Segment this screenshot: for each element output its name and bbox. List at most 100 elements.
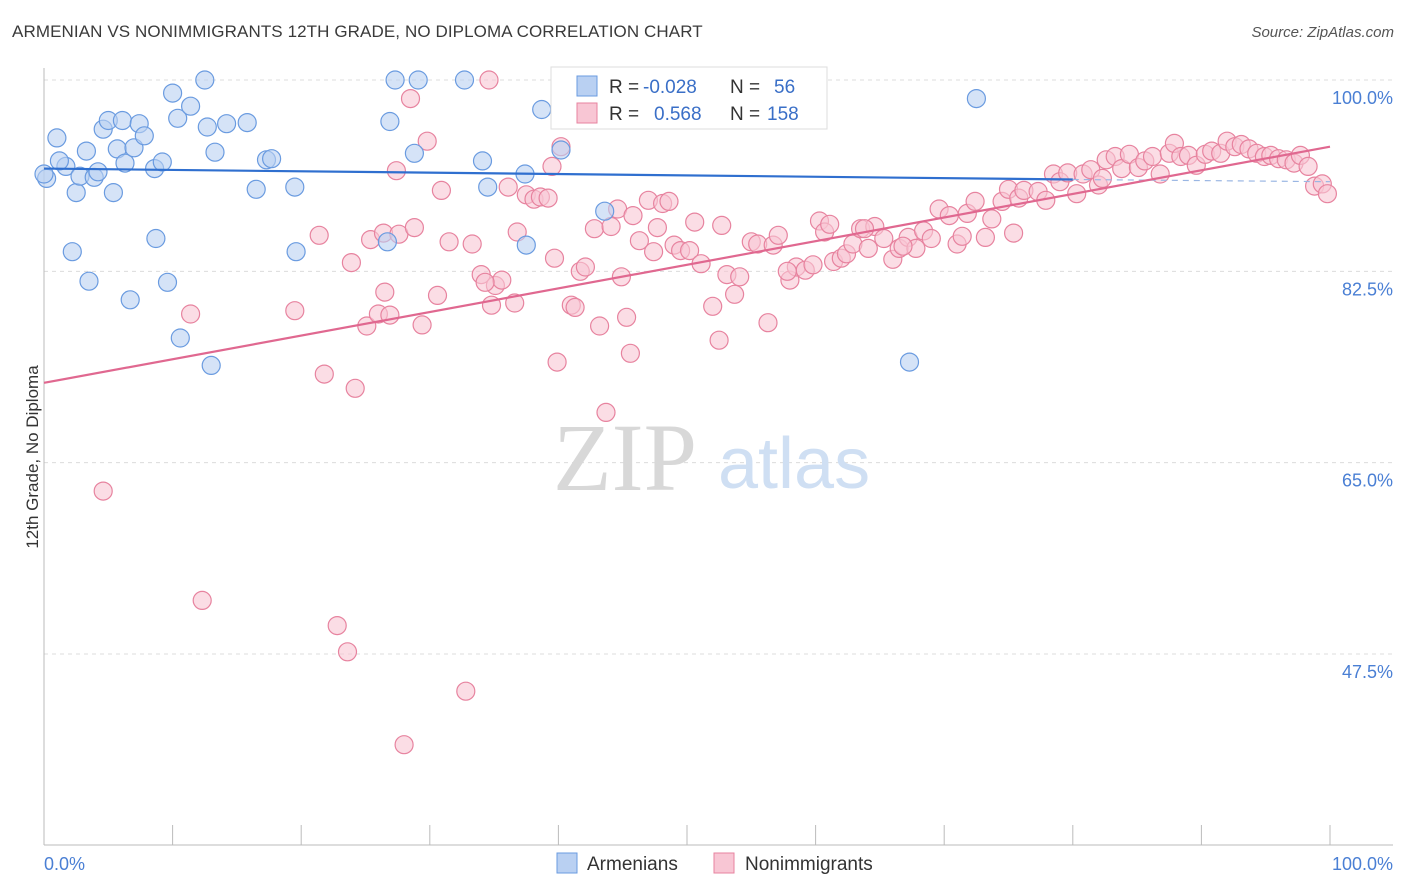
data-point bbox=[456, 681, 476, 701]
data-point bbox=[595, 201, 615, 221]
data-point bbox=[544, 248, 565, 268]
data-point bbox=[777, 261, 797, 281]
data-point bbox=[170, 328, 190, 348]
data-point bbox=[262, 149, 282, 169]
data-point bbox=[285, 177, 305, 197]
data-point bbox=[427, 285, 448, 305]
data-point bbox=[498, 177, 518, 197]
data-point bbox=[712, 215, 732, 235]
stats-legend: R = -0.028 N = 56 R = 0.568 N = 158 bbox=[550, 66, 828, 130]
data-point bbox=[1003, 223, 1024, 243]
data-point bbox=[620, 343, 641, 363]
data-point bbox=[404, 143, 424, 163]
x-tick-labels: 0.0% 100.0% bbox=[44, 854, 1393, 874]
legend-label-nonimmigrants: Nonimmigrants bbox=[745, 854, 873, 875]
trend-lines bbox=[43, 145, 1331, 384]
data-point bbox=[1142, 146, 1163, 167]
data-point bbox=[314, 364, 334, 384]
data-point bbox=[417, 131, 437, 151]
data-point bbox=[584, 219, 605, 239]
data-point bbox=[1298, 156, 1318, 176]
stats-r-label-nonimmigrants: R = bbox=[609, 104, 639, 125]
data-point bbox=[412, 315, 432, 335]
stats-swatch-nonimmigrants bbox=[576, 102, 598, 124]
legend-label-armenians: Armenians bbox=[587, 854, 678, 875]
data-point bbox=[975, 227, 996, 247]
data-point bbox=[285, 301, 305, 321]
data-point bbox=[62, 242, 82, 262]
stats-r-label-armenians: R = bbox=[609, 77, 639, 98]
chart-title: ARMENIAN VS NONIMMIGRANTS 12TH GRADE, NO… bbox=[12, 22, 703, 41]
data-point bbox=[768, 225, 788, 245]
data-point bbox=[542, 156, 562, 176]
x-tick-label-right: 100.0% bbox=[1332, 854, 1393, 874]
data-point bbox=[952, 226, 972, 246]
data-point bbox=[724, 284, 745, 304]
watermark: ZIP atlas bbox=[553, 404, 870, 511]
data-point bbox=[286, 242, 306, 262]
data-point bbox=[532, 99, 552, 120]
stats-r-value-armenians: -0.028 bbox=[643, 77, 697, 98]
stats-r-value-nonimmigrants: 0.568 bbox=[654, 104, 702, 125]
stats-n-label-armenians: N = bbox=[730, 77, 760, 98]
y-tick-label: 47.5% bbox=[1342, 662, 1393, 682]
data-point bbox=[386, 161, 406, 181]
data-point bbox=[874, 228, 894, 249]
data-point bbox=[341, 253, 361, 273]
data-point bbox=[803, 255, 823, 275]
data-point bbox=[589, 316, 610, 336]
data-point bbox=[596, 402, 616, 422]
data-point bbox=[899, 352, 920, 372]
data-point bbox=[217, 114, 237, 134]
data-point bbox=[643, 242, 664, 262]
y-axis-title: 12th Grade, No Diploma bbox=[23, 365, 42, 549]
data-point bbox=[505, 293, 525, 313]
data-point bbox=[380, 111, 400, 132]
stats-n-label-nonimmigrants: N = bbox=[730, 104, 760, 125]
data-point bbox=[201, 355, 221, 375]
data-point bbox=[205, 142, 225, 162]
data-point bbox=[152, 152, 172, 172]
data-point bbox=[538, 188, 558, 208]
data-point bbox=[454, 70, 475, 90]
data-point bbox=[76, 141, 97, 161]
data-point bbox=[47, 128, 67, 148]
data-point bbox=[337, 642, 358, 662]
data-point bbox=[112, 110, 133, 131]
data-point bbox=[197, 117, 217, 137]
data-point bbox=[679, 241, 700, 261]
watermark-atlas: atlas bbox=[718, 424, 870, 504]
data-point bbox=[345, 378, 365, 398]
data-point bbox=[547, 352, 567, 372]
data-point bbox=[516, 235, 536, 255]
data-point bbox=[237, 112, 257, 133]
data-point bbox=[462, 234, 482, 254]
data-point bbox=[88, 162, 108, 182]
data-point bbox=[327, 615, 347, 636]
data-point bbox=[394, 735, 414, 755]
data-point bbox=[439, 232, 459, 252]
data-point bbox=[659, 191, 679, 211]
data-point bbox=[192, 590, 212, 611]
data-point bbox=[854, 219, 875, 239]
axes bbox=[43, 68, 1393, 846]
data-point bbox=[404, 218, 424, 238]
y-tick-label: 82.5% bbox=[1342, 279, 1393, 299]
data-point bbox=[408, 70, 428, 90]
data-point bbox=[982, 209, 1002, 229]
data-point bbox=[709, 330, 729, 350]
data-point bbox=[79, 271, 99, 291]
legend-swatch-nonimmigrants bbox=[713, 852, 735, 874]
data-point bbox=[565, 297, 585, 317]
data-point bbox=[431, 180, 451, 200]
data-point bbox=[400, 88, 421, 109]
data-point bbox=[1092, 168, 1113, 188]
data-point bbox=[472, 151, 493, 171]
data-point bbox=[93, 481, 113, 501]
y-tick-labels: 100.0% 82.5% 65.0% 47.5% bbox=[1332, 88, 1393, 682]
stats-n-value-nonimmigrants: 158 bbox=[767, 104, 799, 125]
data-point bbox=[375, 282, 395, 302]
data-point bbox=[246, 179, 266, 199]
trend-line-armenians bbox=[43, 167, 1073, 181]
